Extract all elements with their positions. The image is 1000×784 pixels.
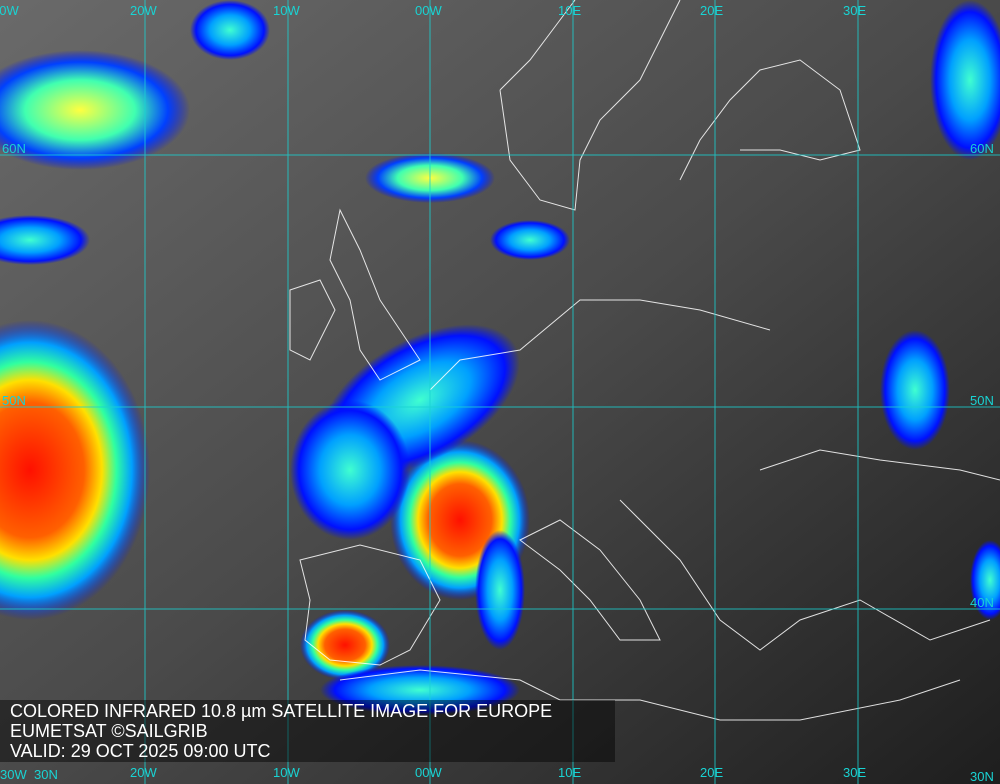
lon-label-10w-bottom: 10W — [273, 765, 300, 780]
cloud-west — [0, 215, 90, 265]
lon-label-30e-bottom: 30E — [843, 765, 867, 780]
caption-valid-time: VALID: 29 OCT 2025 09:00 UTC — [10, 741, 271, 761]
lon-label-10e-top: 10E — [558, 3, 582, 18]
lat-label-50n-left: 50N — [2, 393, 26, 408]
cloud-iberia-storm — [300, 610, 390, 680]
lon-label-20w-bottom: 20W — [130, 765, 157, 780]
cloud-layer — [0, 0, 1000, 715]
lon-label-00w-bottom: 00W — [415, 765, 442, 780]
caption-box: COLORED INFRARED 10.8 µm SATELLITE IMAGE… — [0, 700, 615, 762]
lon-label-20e-top: 20E — [700, 3, 724, 18]
lon-label-30e-top: 30E — [843, 3, 867, 18]
cloud-east — [970, 540, 1000, 620]
cloud-denmark — [490, 220, 570, 260]
lon-label-20e-bottom: 20E — [700, 765, 724, 780]
lon-label-10e-bottom: 10E — [558, 765, 582, 780]
cloud-north — [190, 0, 270, 60]
cloud-med — [475, 530, 525, 650]
cloud-africa — [320, 665, 520, 715]
lon-label-30w-bottom: 30W — [0, 767, 27, 782]
lat-label-60n-right: 60N — [970, 141, 994, 156]
lat-label-30n-left: 30N — [34, 767, 58, 782]
caption-source: EUMETSAT ©SAILGRIB — [10, 721, 208, 741]
cloud-northeast — [930, 0, 1000, 160]
lon-label-00w-top: 00W — [415, 3, 442, 18]
lon-label-30w-top: 30W — [0, 3, 19, 18]
cloud-ukraine — [880, 330, 950, 450]
lat-label-40n-right: 40N — [970, 595, 994, 610]
cloud-northwest — [0, 50, 190, 170]
lon-label-10w-top: 10W — [273, 3, 300, 18]
lat-label-60n-left: 60N — [2, 141, 26, 156]
lat-label-50n-right: 50N — [970, 393, 994, 408]
caption-title: COLORED INFRARED 10.8 µm SATELLITE IMAGE… — [10, 701, 553, 721]
cloud-atlantic-storm — [0, 320, 150, 620]
cloud-band-biscay — [290, 400, 410, 540]
lon-label-20w-top: 20W — [130, 3, 157, 18]
lat-label-30n-right: 30N — [970, 769, 994, 784]
